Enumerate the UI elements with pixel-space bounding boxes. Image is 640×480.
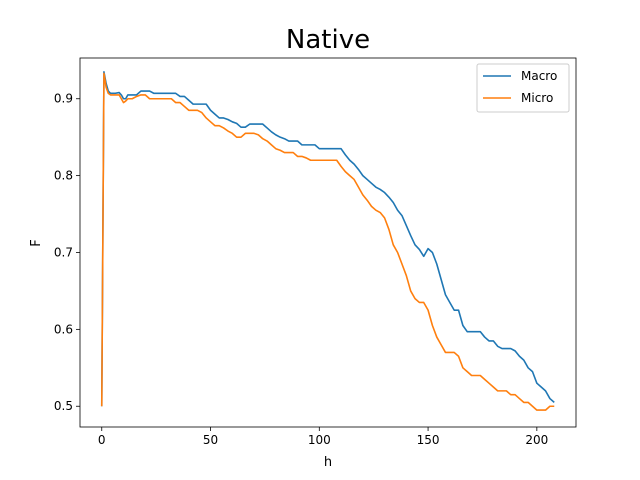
x-tick-label: 50 <box>203 433 218 447</box>
y-tick-label: 0.7 <box>54 245 73 259</box>
x-tick-label: 200 <box>525 433 548 447</box>
legend-label-micro: Micro <box>521 91 553 105</box>
axes-frame <box>79 57 577 428</box>
y-tick-label: 0.6 <box>54 322 73 336</box>
y-tick-label: 0.8 <box>54 169 73 183</box>
y-axis-title: F <box>29 239 44 246</box>
chart-title: Native <box>286 25 370 55</box>
y-tick-label: 0.5 <box>54 399 73 413</box>
x-tick-label: 0 <box>98 433 106 447</box>
series-line-micro <box>100 72 555 411</box>
plot-area: 0 50 100 150 200 0.5 0.6 0.7 0.8 0.9 <box>54 57 577 447</box>
series-line-macro <box>100 71 555 407</box>
legend: Macro Micro <box>476 63 570 113</box>
legend-label-macro: Macro <box>521 69 557 83</box>
x-axis-title: h <box>324 455 332 470</box>
x-tick-label: 100 <box>308 433 331 447</box>
x-tick-label: 150 <box>417 433 440 447</box>
y-tick-label: 0.9 <box>54 92 73 106</box>
